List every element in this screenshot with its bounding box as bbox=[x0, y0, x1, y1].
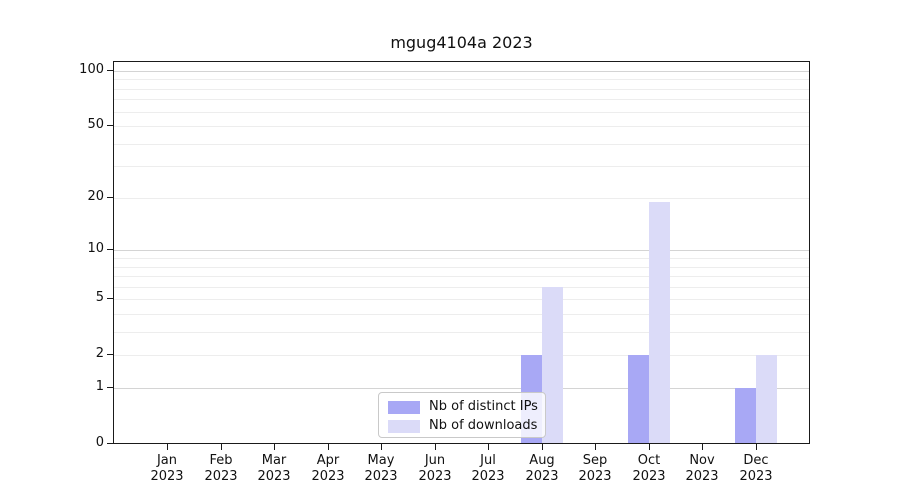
minor-gridline-8 bbox=[114, 267, 809, 268]
y-tick-5 bbox=[107, 298, 113, 299]
bar-distinct-ips-dec bbox=[735, 388, 756, 443]
y-tick-label-0: 0 bbox=[95, 435, 104, 450]
y-tick-1 bbox=[107, 387, 113, 388]
x-tick-label-month-feb: Feb bbox=[209, 453, 233, 468]
y-tick-0 bbox=[107, 443, 113, 444]
minor-gridline-5 bbox=[114, 299, 809, 300]
x-tick-label-month-oct: Oct bbox=[637, 453, 661, 468]
y-tick-2 bbox=[107, 354, 113, 355]
minor-gridline-30 bbox=[114, 166, 809, 167]
minor-gridline-70 bbox=[114, 99, 809, 100]
y-tick-label-5: 5 bbox=[95, 290, 104, 305]
y-tick-label-1: 1 bbox=[95, 379, 104, 394]
x-tick-mar bbox=[274, 444, 275, 450]
x-tick-label-month-jan: Jan bbox=[156, 453, 178, 468]
legend-item-downloads: Nb of downloads bbox=[388, 417, 545, 435]
bar-downloads-dec bbox=[756, 355, 777, 443]
x-tick-label-month-sep: Sep bbox=[582, 453, 608, 468]
x-tick-may bbox=[381, 444, 382, 450]
x-tick-apr bbox=[328, 444, 329, 450]
minor-gridline-2 bbox=[114, 355, 809, 356]
x-tick-aug bbox=[542, 444, 543, 450]
legend: Nb of distinct IPs Nb of downloads bbox=[378, 392, 546, 438]
x-tick-label-month-jul: Jul bbox=[480, 453, 496, 468]
x-tick-label-year-dec: 2023 bbox=[739, 469, 773, 484]
x-tick-label-year-jul: 2023 bbox=[471, 469, 505, 484]
minor-gridline-7 bbox=[114, 276, 809, 277]
chart-title: mgug4104a 2023 bbox=[390, 33, 533, 52]
plot-area: Nb of distinct IPs Nb of downloads bbox=[113, 61, 810, 444]
x-tick-label-year-jan: 2023 bbox=[150, 469, 184, 484]
x-tick-label-month-nov: Nov bbox=[689, 453, 715, 468]
minor-gridline-40 bbox=[114, 144, 809, 145]
x-tick-label-month-may: May bbox=[367, 453, 395, 468]
x-tick-label-year-apr: 2023 bbox=[311, 469, 345, 484]
y-tick-label-20: 20 bbox=[87, 189, 104, 204]
bar-distinct-ips-oct bbox=[628, 355, 649, 443]
x-tick-jul bbox=[488, 444, 489, 450]
legend-label-downloads: Nb of downloads bbox=[429, 418, 538, 433]
minor-gridline-3 bbox=[114, 332, 809, 333]
legend-swatch-distinct-ips bbox=[388, 400, 420, 414]
minor-gridline-90 bbox=[114, 79, 809, 80]
minor-gridline-6 bbox=[114, 287, 809, 288]
x-tick-jun bbox=[435, 444, 436, 450]
y-tick-label-10: 10 bbox=[87, 241, 104, 256]
x-tick-label-month-aug: Aug bbox=[529, 453, 555, 468]
y-tick-20 bbox=[107, 197, 113, 198]
x-tick-label-month-jun: Jun bbox=[424, 453, 446, 468]
legend-label-distinct-ips: Nb of distinct IPs bbox=[429, 399, 538, 414]
y-tick-10 bbox=[107, 249, 113, 250]
major-gridline-10 bbox=[114, 250, 809, 251]
legend-item-distinct-ips: Nb of distinct IPs bbox=[388, 398, 545, 416]
minor-gridline-9 bbox=[114, 258, 809, 259]
x-tick-nov bbox=[702, 444, 703, 450]
x-tick-label-year-jun: 2023 bbox=[418, 469, 452, 484]
minor-gridline-80 bbox=[114, 89, 809, 90]
x-tick-jan bbox=[167, 444, 168, 450]
x-tick-dec bbox=[756, 444, 757, 450]
x-tick-label-year-oct: 2023 bbox=[632, 469, 666, 484]
x-tick-label-year-feb: 2023 bbox=[204, 469, 238, 484]
x-tick-label-month-apr: Apr bbox=[316, 453, 340, 468]
major-gridline-100 bbox=[114, 71, 809, 72]
minor-gridline-4 bbox=[114, 314, 809, 315]
minor-gridline-50 bbox=[114, 126, 809, 127]
legend-swatch-downloads bbox=[388, 419, 420, 433]
bar-downloads-aug bbox=[542, 287, 563, 443]
x-tick-feb bbox=[221, 444, 222, 450]
x-tick-label-month-mar: Mar bbox=[261, 453, 287, 468]
x-tick-label-year-nov: 2023 bbox=[685, 469, 719, 484]
y-tick-label-100: 100 bbox=[79, 62, 104, 77]
x-tick-label-year-may: 2023 bbox=[364, 469, 398, 484]
x-tick-label-year-aug: 2023 bbox=[525, 469, 559, 484]
y-tick-100 bbox=[107, 70, 113, 71]
minor-gridline-60 bbox=[114, 112, 809, 113]
minor-gridline-20 bbox=[114, 198, 809, 199]
x-tick-oct bbox=[649, 444, 650, 450]
x-tick-label-year-mar: 2023 bbox=[257, 469, 291, 484]
bar-downloads-oct bbox=[649, 202, 670, 443]
y-tick-label-50: 50 bbox=[87, 117, 104, 132]
y-tick-50 bbox=[107, 125, 113, 126]
x-tick-label-month-dec: Dec bbox=[743, 453, 769, 468]
x-tick-label-year-sep: 2023 bbox=[578, 469, 612, 484]
x-tick-sep bbox=[595, 444, 596, 450]
y-tick-label-2: 2 bbox=[95, 346, 104, 361]
major-gridline-1 bbox=[114, 388, 809, 389]
